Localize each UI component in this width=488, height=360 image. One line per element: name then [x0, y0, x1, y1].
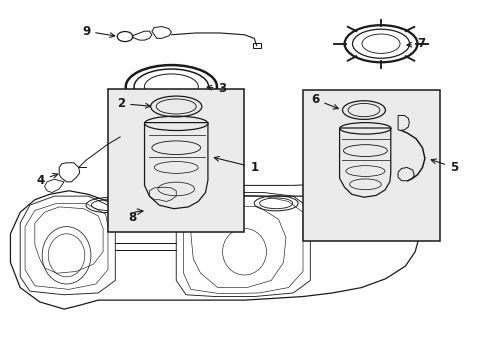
- Bar: [253, 43, 260, 48]
- Text: 5: 5: [430, 159, 457, 174]
- Text: 4: 4: [37, 174, 58, 186]
- Text: 2: 2: [117, 97, 150, 110]
- Text: 6: 6: [310, 93, 338, 109]
- Text: 7: 7: [406, 37, 424, 50]
- Bar: [108, 89, 244, 232]
- Text: 8: 8: [128, 211, 136, 224]
- Text: 1: 1: [214, 157, 258, 174]
- Text: 9: 9: [81, 25, 115, 38]
- Bar: [303, 90, 439, 241]
- Bar: [384, 181, 392, 187]
- Text: 3: 3: [206, 82, 226, 95]
